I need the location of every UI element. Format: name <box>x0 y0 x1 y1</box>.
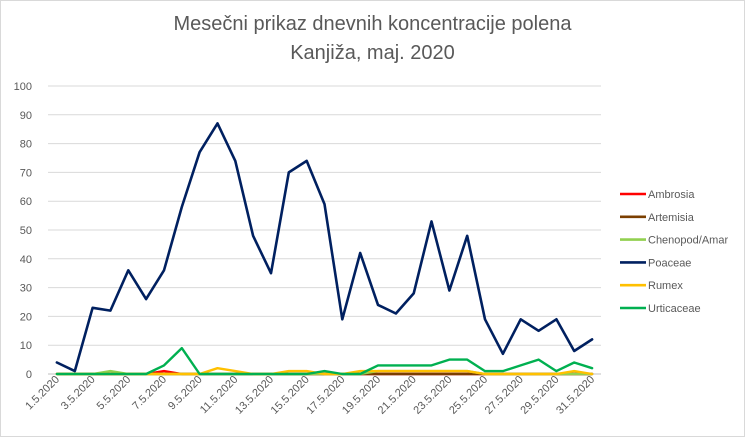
y-tick-label: 70 <box>20 167 32 179</box>
y-tick-label: 50 <box>20 225 32 237</box>
series-line-poaceae <box>55 122 594 373</box>
legend-label: Urticaceae <box>648 303 701 315</box>
x-tick-label: 7.5.2020 <box>130 374 169 413</box>
chart-title-line-2: Kanjiža, maj. 2020 <box>290 42 455 64</box>
y-tick-label: 60 <box>20 196 32 208</box>
y-axis-ticks: 0 10 20 30 40 50 60 70 80 90 100 <box>14 81 32 381</box>
y-tick-label: 90 <box>20 110 32 122</box>
y-tick-label: 100 <box>14 81 32 93</box>
y-tick-label: 40 <box>20 254 32 266</box>
gridlines <box>48 85 601 375</box>
legend-label: Ambrosia <box>648 189 695 201</box>
legend-label: Rumex <box>648 280 683 292</box>
y-tick-label: 80 <box>20 139 32 151</box>
y-tick-label: 20 <box>20 311 32 323</box>
legend-label: Poaceae <box>648 257 691 269</box>
y-tick-label: 0 <box>26 369 32 381</box>
legend-label: Chenopod/Amar <box>648 235 728 247</box>
series-line-urticaceae <box>55 346 594 376</box>
x-tick-label: 5.5.2020 <box>95 374 134 413</box>
legend-label: Artemisia <box>648 212 695 224</box>
chart-title-line-1: Mesečni prikaz dnevnih koncentracije pol… <box>173 13 572 35</box>
chart-title: Mesečni prikaz dnevnih koncentracije pol… <box>0 10 745 68</box>
x-axis-ticks: 1.5.20203.5.20205.5.20207.5.20209.5.2020… <box>23 374 597 417</box>
legend: Ambrosia Artemisia Chenopod/Amar Poaceae Rum… <box>620 189 728 315</box>
y-tick-label: 10 <box>20 340 32 352</box>
series-lines <box>55 122 594 376</box>
y-tick-label: 30 <box>20 283 32 295</box>
x-tick-label: 3.5.2020 <box>59 374 98 413</box>
x-tick-label: 31.5.2020 <box>554 374 597 417</box>
